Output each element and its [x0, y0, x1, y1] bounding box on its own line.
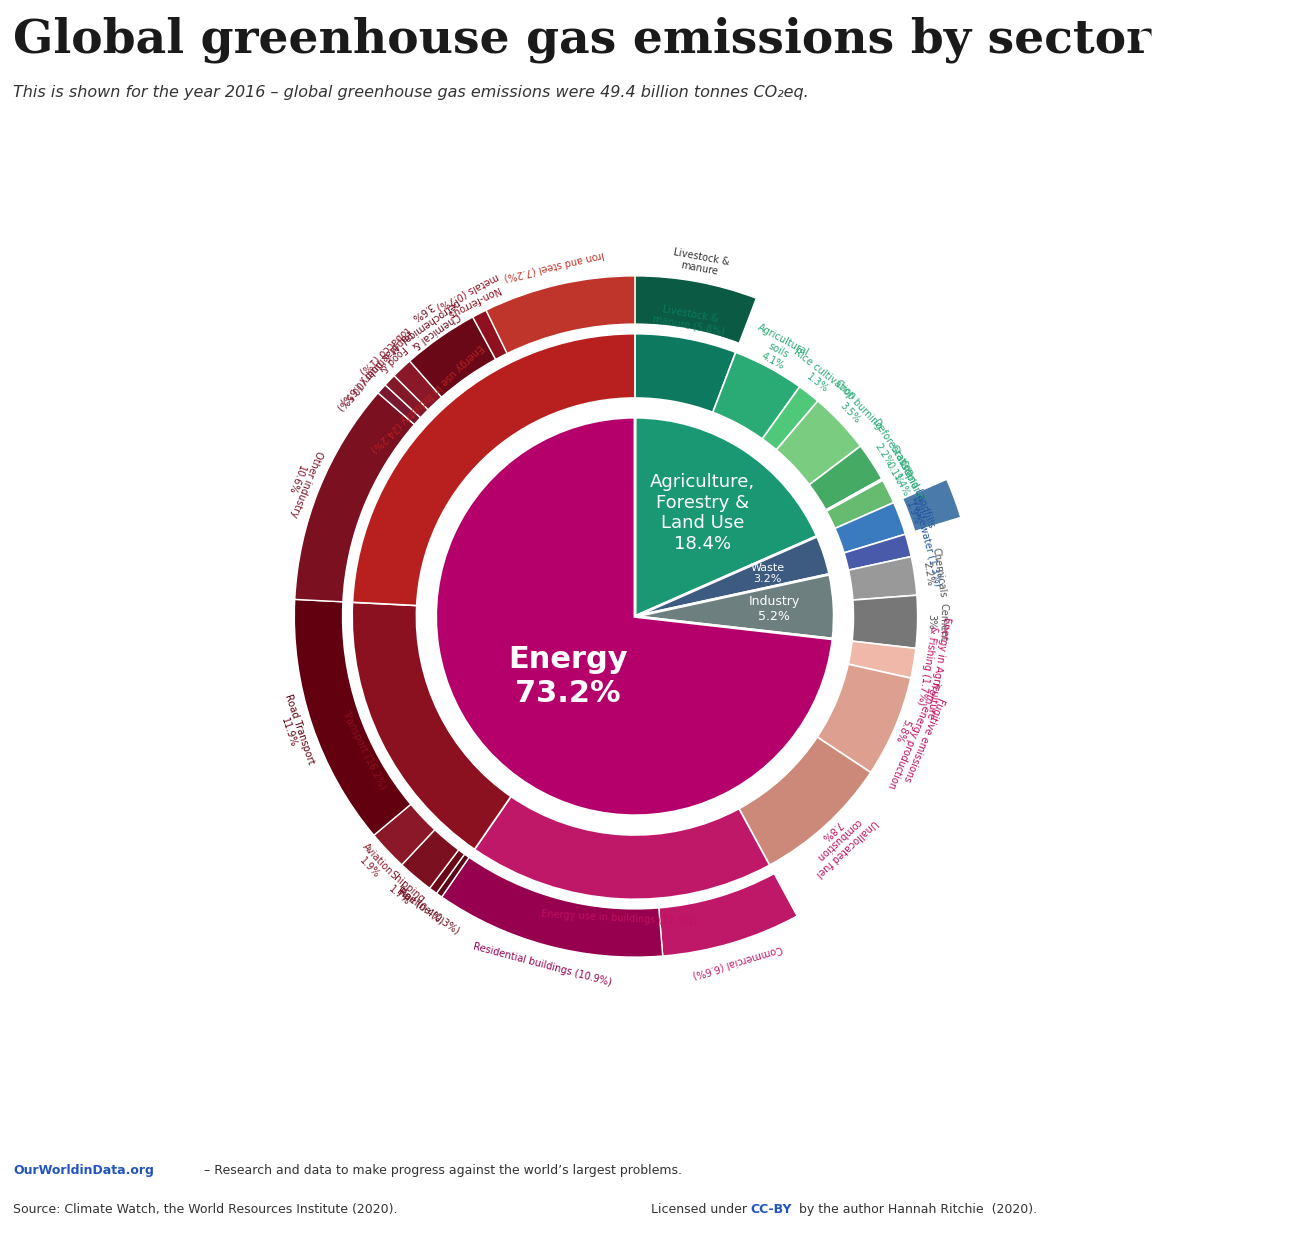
Wedge shape: [430, 850, 465, 894]
Text: in Data: in Data: [1152, 64, 1224, 81]
Text: Aviation
1.9%: Aviation 1.9%: [352, 842, 395, 885]
Wedge shape: [659, 874, 797, 956]
Wedge shape: [902, 480, 961, 531]
Wedge shape: [740, 737, 871, 866]
Text: Industry
5.2%: Industry 5.2%: [749, 596, 799, 624]
Text: Non-ferrous
metals (0.7%): Non-ferrous metals (0.7%): [435, 271, 506, 322]
Wedge shape: [635, 334, 736, 412]
Text: Energy
73.2%: Energy 73.2%: [508, 645, 628, 708]
Wedge shape: [635, 417, 818, 616]
Text: Grassland
0.1%: Grassland 0.1%: [878, 444, 921, 497]
Text: Paper & pulp (0.6%): Paper & pulp (0.6%): [339, 328, 414, 406]
Wedge shape: [294, 393, 414, 602]
Text: Transport (16.2%): Transport (16.2%): [340, 709, 388, 792]
Wedge shape: [436, 854, 469, 896]
Wedge shape: [776, 401, 861, 485]
Wedge shape: [474, 797, 769, 899]
Text: Agriculture,
Forestry &
Land Use
18.4%: Agriculture, Forestry & Land Use 18.4%: [650, 472, 755, 554]
Text: Residential buildings (10.9%): Residential buildings (10.9%): [471, 941, 612, 988]
Text: This is shown for the year 2016 – global greenhouse gas emissions were 49.4 bill: This is shown for the year 2016 – global…: [13, 85, 809, 100]
Text: CC-BY: CC-BY: [750, 1203, 792, 1216]
Wedge shape: [473, 311, 506, 359]
Text: Other industry
10.6%: Other industry 10.6%: [277, 445, 324, 519]
Text: Pipeline (0.3%): Pipeline (0.3%): [395, 885, 461, 936]
Text: by the author Hannah Ritchie  (2020).: by the author Hannah Ritchie (2020).: [796, 1203, 1038, 1216]
Wedge shape: [635, 536, 829, 616]
Wedge shape: [441, 857, 663, 957]
Wedge shape: [378, 385, 421, 424]
Wedge shape: [810, 446, 881, 510]
Text: Rice cultivation
1.3%: Rice cultivation 1.3%: [784, 346, 857, 411]
Text: Cropland
1.4%: Cropland 1.4%: [887, 459, 926, 507]
Wedge shape: [374, 804, 435, 864]
Text: Livestock &
manure (5.8%): Livestock & manure (5.8%): [652, 302, 728, 337]
Text: Landfills
1.9%: Landfills 1.9%: [901, 488, 935, 534]
Text: Waste
3.2%: Waste 3.2%: [750, 562, 785, 584]
Text: Energy in Agriculture
& Fishing (1.7%): Energy in Agriculture & Fishing (1.7%): [914, 614, 952, 719]
Text: Commercial (6.6%): Commercial (6.6%): [691, 943, 784, 979]
Wedge shape: [436, 417, 833, 816]
Text: Our World: Our World: [1137, 30, 1240, 48]
Text: Crop burning
3.5%: Crop burning 3.5%: [824, 379, 884, 439]
Text: Deforestation
2.2%: Deforestation 2.2%: [861, 418, 915, 485]
Wedge shape: [827, 481, 893, 529]
Text: Cement
3%: Cement 3%: [926, 603, 948, 641]
Text: Rail (0.4%): Rail (0.4%): [397, 887, 447, 926]
Text: – Research and data to make progress against the world’s largest problems.: – Research and data to make progress aga…: [204, 1164, 682, 1176]
Text: Road Transport
11.9%: Road Transport 11.9%: [272, 693, 315, 769]
Wedge shape: [402, 830, 458, 888]
Text: Food &
tobacco (1%): Food & tobacco (1%): [358, 324, 419, 385]
Text: Unallocated fuel
combustion
7.8%: Unallocated fuel combustion 7.8%: [798, 800, 879, 878]
Text: Livestock &
manure: Livestock & manure: [671, 247, 730, 279]
Wedge shape: [712, 353, 799, 439]
Wedge shape: [818, 665, 911, 773]
Wedge shape: [844, 534, 911, 570]
Wedge shape: [385, 376, 428, 418]
Wedge shape: [294, 599, 411, 835]
Text: Global greenhouse gas emissions by sector: Global greenhouse gas emissions by secto…: [13, 17, 1151, 63]
Text: Energy use in buildings (17.5%): Energy use in buildings (17.5%): [540, 909, 697, 927]
Wedge shape: [635, 276, 756, 343]
Text: Shipping
1.7%: Shipping 1.7%: [380, 869, 426, 914]
Wedge shape: [852, 596, 918, 649]
Text: Source: Climate Watch, the World Resources Institute (2020).: Source: Climate Watch, the World Resourc…: [13, 1203, 397, 1216]
Text: Energy use in Industry (24.2%): Energy use in Industry (24.2%): [368, 342, 486, 454]
Text: Wastewater (1.3%): Wastewater (1.3%): [910, 494, 944, 587]
Wedge shape: [395, 361, 441, 409]
Text: Fugitive emissions
from energy production
5.8%: Fugitive emissions from energy productio…: [875, 676, 950, 794]
Text: OurWorldinData.org: OurWorldinData.org: [13, 1164, 154, 1176]
Wedge shape: [635, 575, 835, 639]
Wedge shape: [835, 503, 905, 552]
Text: Chemical &
petrochemical
3.6%: Chemical & petrochemical 3.6%: [391, 287, 467, 355]
Text: Chemicals
2.2%: Chemicals 2.2%: [919, 546, 948, 599]
Wedge shape: [848, 641, 915, 678]
Text: Iron and steel (7.2%): Iron and steel (7.2%): [503, 249, 605, 282]
Wedge shape: [410, 317, 496, 397]
Text: Machinery (0.5%): Machinery (0.5%): [335, 340, 400, 412]
Wedge shape: [486, 276, 635, 354]
Text: Agricultural
soils
4.1%: Agricultural soils 4.1%: [745, 322, 811, 379]
Wedge shape: [849, 556, 917, 600]
Wedge shape: [353, 334, 635, 605]
Wedge shape: [352, 602, 510, 850]
Text: Licensed under: Licensed under: [651, 1203, 751, 1216]
Wedge shape: [762, 387, 818, 450]
Wedge shape: [825, 478, 883, 512]
